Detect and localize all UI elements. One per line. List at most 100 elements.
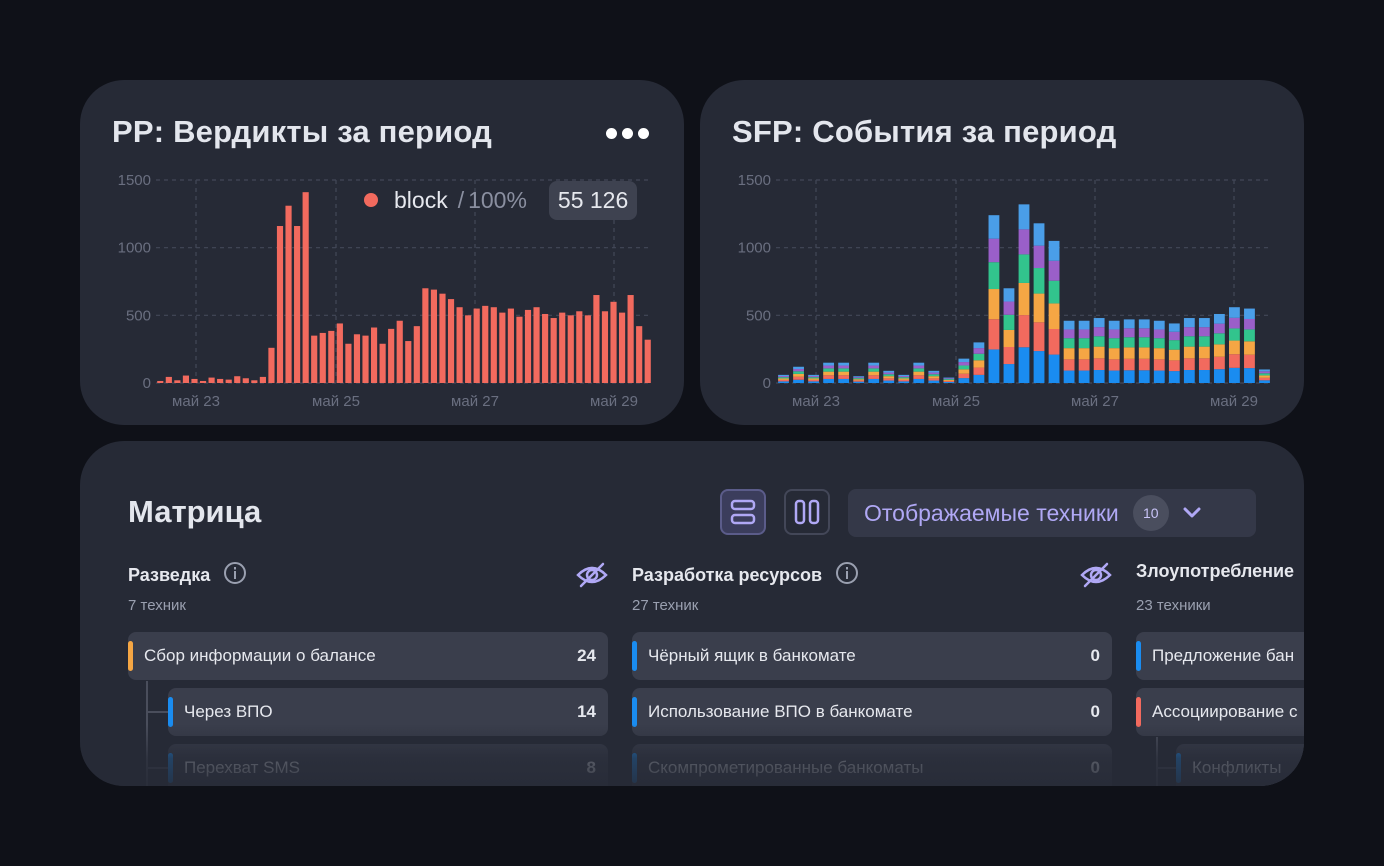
bar-block: [208, 377, 215, 383]
stacked-bar-segment: [943, 380, 955, 382]
bar-block: [473, 308, 480, 383]
bar-block: [336, 323, 343, 383]
technique-label: Сбор информации о балансе: [144, 646, 376, 665]
technique-color-bar: [632, 753, 637, 783]
bar-block: [567, 315, 574, 383]
rows-view-icon: [730, 499, 756, 525]
bar-block: [302, 192, 309, 383]
stacked-bar-segment: [1198, 370, 1210, 383]
technique-item[interactable]: Предложение бан: [1136, 632, 1304, 680]
stacked-bar-segment: [973, 360, 985, 368]
stacked-bar-segment: [1183, 336, 1195, 347]
stacked-bar-segment: [958, 369, 970, 374]
stacked-bar-segment: [1078, 370, 1090, 383]
stacked-bar-segment: [898, 379, 910, 382]
stacked-bar-segment: [913, 368, 925, 372]
stacked-bar-segment: [1198, 318, 1210, 328]
stacked-bar-segment: [1108, 329, 1120, 339]
stacked-bar-segment: [958, 365, 970, 370]
stacked-bar-segment: [1018, 282, 1030, 316]
stacked-bar-segment: [1183, 370, 1195, 383]
stacked-bar-segment: [988, 289, 1000, 320]
stacked-bar-segment: [988, 349, 1000, 383]
eye-off-icon[interactable]: [1080, 561, 1112, 594]
stacked-bar-segment: [913, 371, 925, 376]
technique-color-bar: [1136, 697, 1141, 727]
technique-count: 14: [577, 702, 596, 721]
info-icon[interactable]: [223, 561, 247, 590]
technique-item[interactable]: Чёрный ящик в банкомате 0: [632, 632, 1112, 680]
stacked-bar-segment: [823, 368, 835, 372]
stacked-bar-segment: [1018, 315, 1030, 348]
stacked-bar-segment: [1213, 369, 1225, 383]
stacked-bar-segment: [1033, 293, 1045, 323]
technique-label: Конфликты: [1192, 758, 1282, 777]
technique-label: Использование ВПО в банкомате: [648, 702, 913, 721]
info-icon[interactable]: [835, 561, 859, 590]
y-tick-label: 1000: [738, 240, 771, 257]
bar-block: [328, 330, 335, 383]
stacked-bar-segment: [1003, 347, 1015, 365]
bar-block: [636, 326, 643, 383]
stacked-bar-segment: [1198, 346, 1210, 359]
bar-block: [490, 307, 497, 383]
stacked-bar-segment: [1048, 280, 1060, 304]
displayed-techniques-dropdown[interactable]: Отображаемые техники 10: [848, 489, 1256, 537]
stacked-bar-segment: [1213, 333, 1225, 345]
bar-block: [199, 380, 207, 383]
bar-block: [353, 334, 361, 383]
stacked-bar-segment: [1018, 347, 1030, 383]
stacked-bar-segment: [778, 381, 789, 383]
stacked-bar-segment: [823, 371, 835, 376]
bar-block: [242, 378, 249, 383]
stacked-bar-segment: [1123, 370, 1135, 383]
stacked-bar-segment: [1229, 367, 1240, 383]
stacked-bar-segment: [988, 215, 1000, 239]
stacked-bar-segment: [838, 362, 850, 366]
technique-item[interactable]: Перехват SMS 8: [168, 744, 608, 786]
technique-item[interactable]: Через ВПО 14: [168, 688, 608, 736]
stacked-bar-segment: [1033, 351, 1045, 383]
technique-color-bar: [1176, 753, 1181, 783]
technique-item[interactable]: Сбор информации о балансе 24: [128, 632, 608, 680]
stacked-bar-segment: [808, 379, 819, 382]
technique-item[interactable]: Конфликты: [1176, 744, 1304, 786]
stacked-bar-segment: [1048, 329, 1060, 355]
bar-block: [345, 343, 352, 383]
stacked-bar-segment: [778, 377, 789, 379]
stacked-bar-segment: [853, 377, 865, 379]
stacked-bar-segment: [1259, 377, 1270, 381]
technique-item[interactable]: Использование ВПО в банкомате 0: [632, 688, 1112, 736]
y-tick-label: 1500: [738, 172, 771, 189]
stacked-bar-segment: [1229, 317, 1240, 329]
eye-off-icon[interactable]: [576, 561, 608, 594]
stacked-bar-segment: [1259, 380, 1270, 383]
stacked-bar-segment: [1138, 370, 1150, 383]
bar-block: [379, 343, 386, 383]
stacked-bar-segment: [1018, 254, 1030, 283]
stacked-bar-segment: [913, 378, 925, 383]
technique-label: Ассоциирование с: [1152, 702, 1298, 721]
stacked-bar-segment: [988, 319, 1000, 350]
x-tick-label: май 29: [590, 393, 638, 410]
stacked-bar-segment: [1123, 337, 1135, 348]
tree-connector: [146, 711, 168, 713]
stacked-bar-segment: [1063, 370, 1075, 383]
technique-color-bar: [128, 641, 133, 671]
stacked-bar-segment: [793, 379, 804, 383]
y-tick-label: 500: [126, 307, 151, 324]
stacked-bar-segment: [1033, 268, 1045, 294]
stacked-bar-segment: [1183, 318, 1195, 328]
technique-item[interactable]: Ассоциирование с: [1136, 688, 1304, 736]
stacked-bar-segment: [943, 378, 955, 380]
more-options-icon[interactable]: [606, 125, 652, 141]
legend-separator: /: [457, 186, 465, 213]
y-tick-label: 1000: [118, 240, 151, 257]
tactic-column-abuse: Злоупотребление 23 техники: [1136, 561, 1304, 614]
stacked-bar-segment: [823, 375, 835, 379]
technique-item[interactable]: Скомпрометированные банкоматы 0: [632, 744, 1112, 786]
view-columns-button[interactable]: [784, 489, 830, 535]
pp-verdicts-chart: 0 500 1000 1500 май 23 май 25 май 27 май 29: [118, 172, 652, 410]
x-tick-label: май 25: [312, 393, 360, 410]
view-rows-button[interactable]: [720, 489, 766, 535]
